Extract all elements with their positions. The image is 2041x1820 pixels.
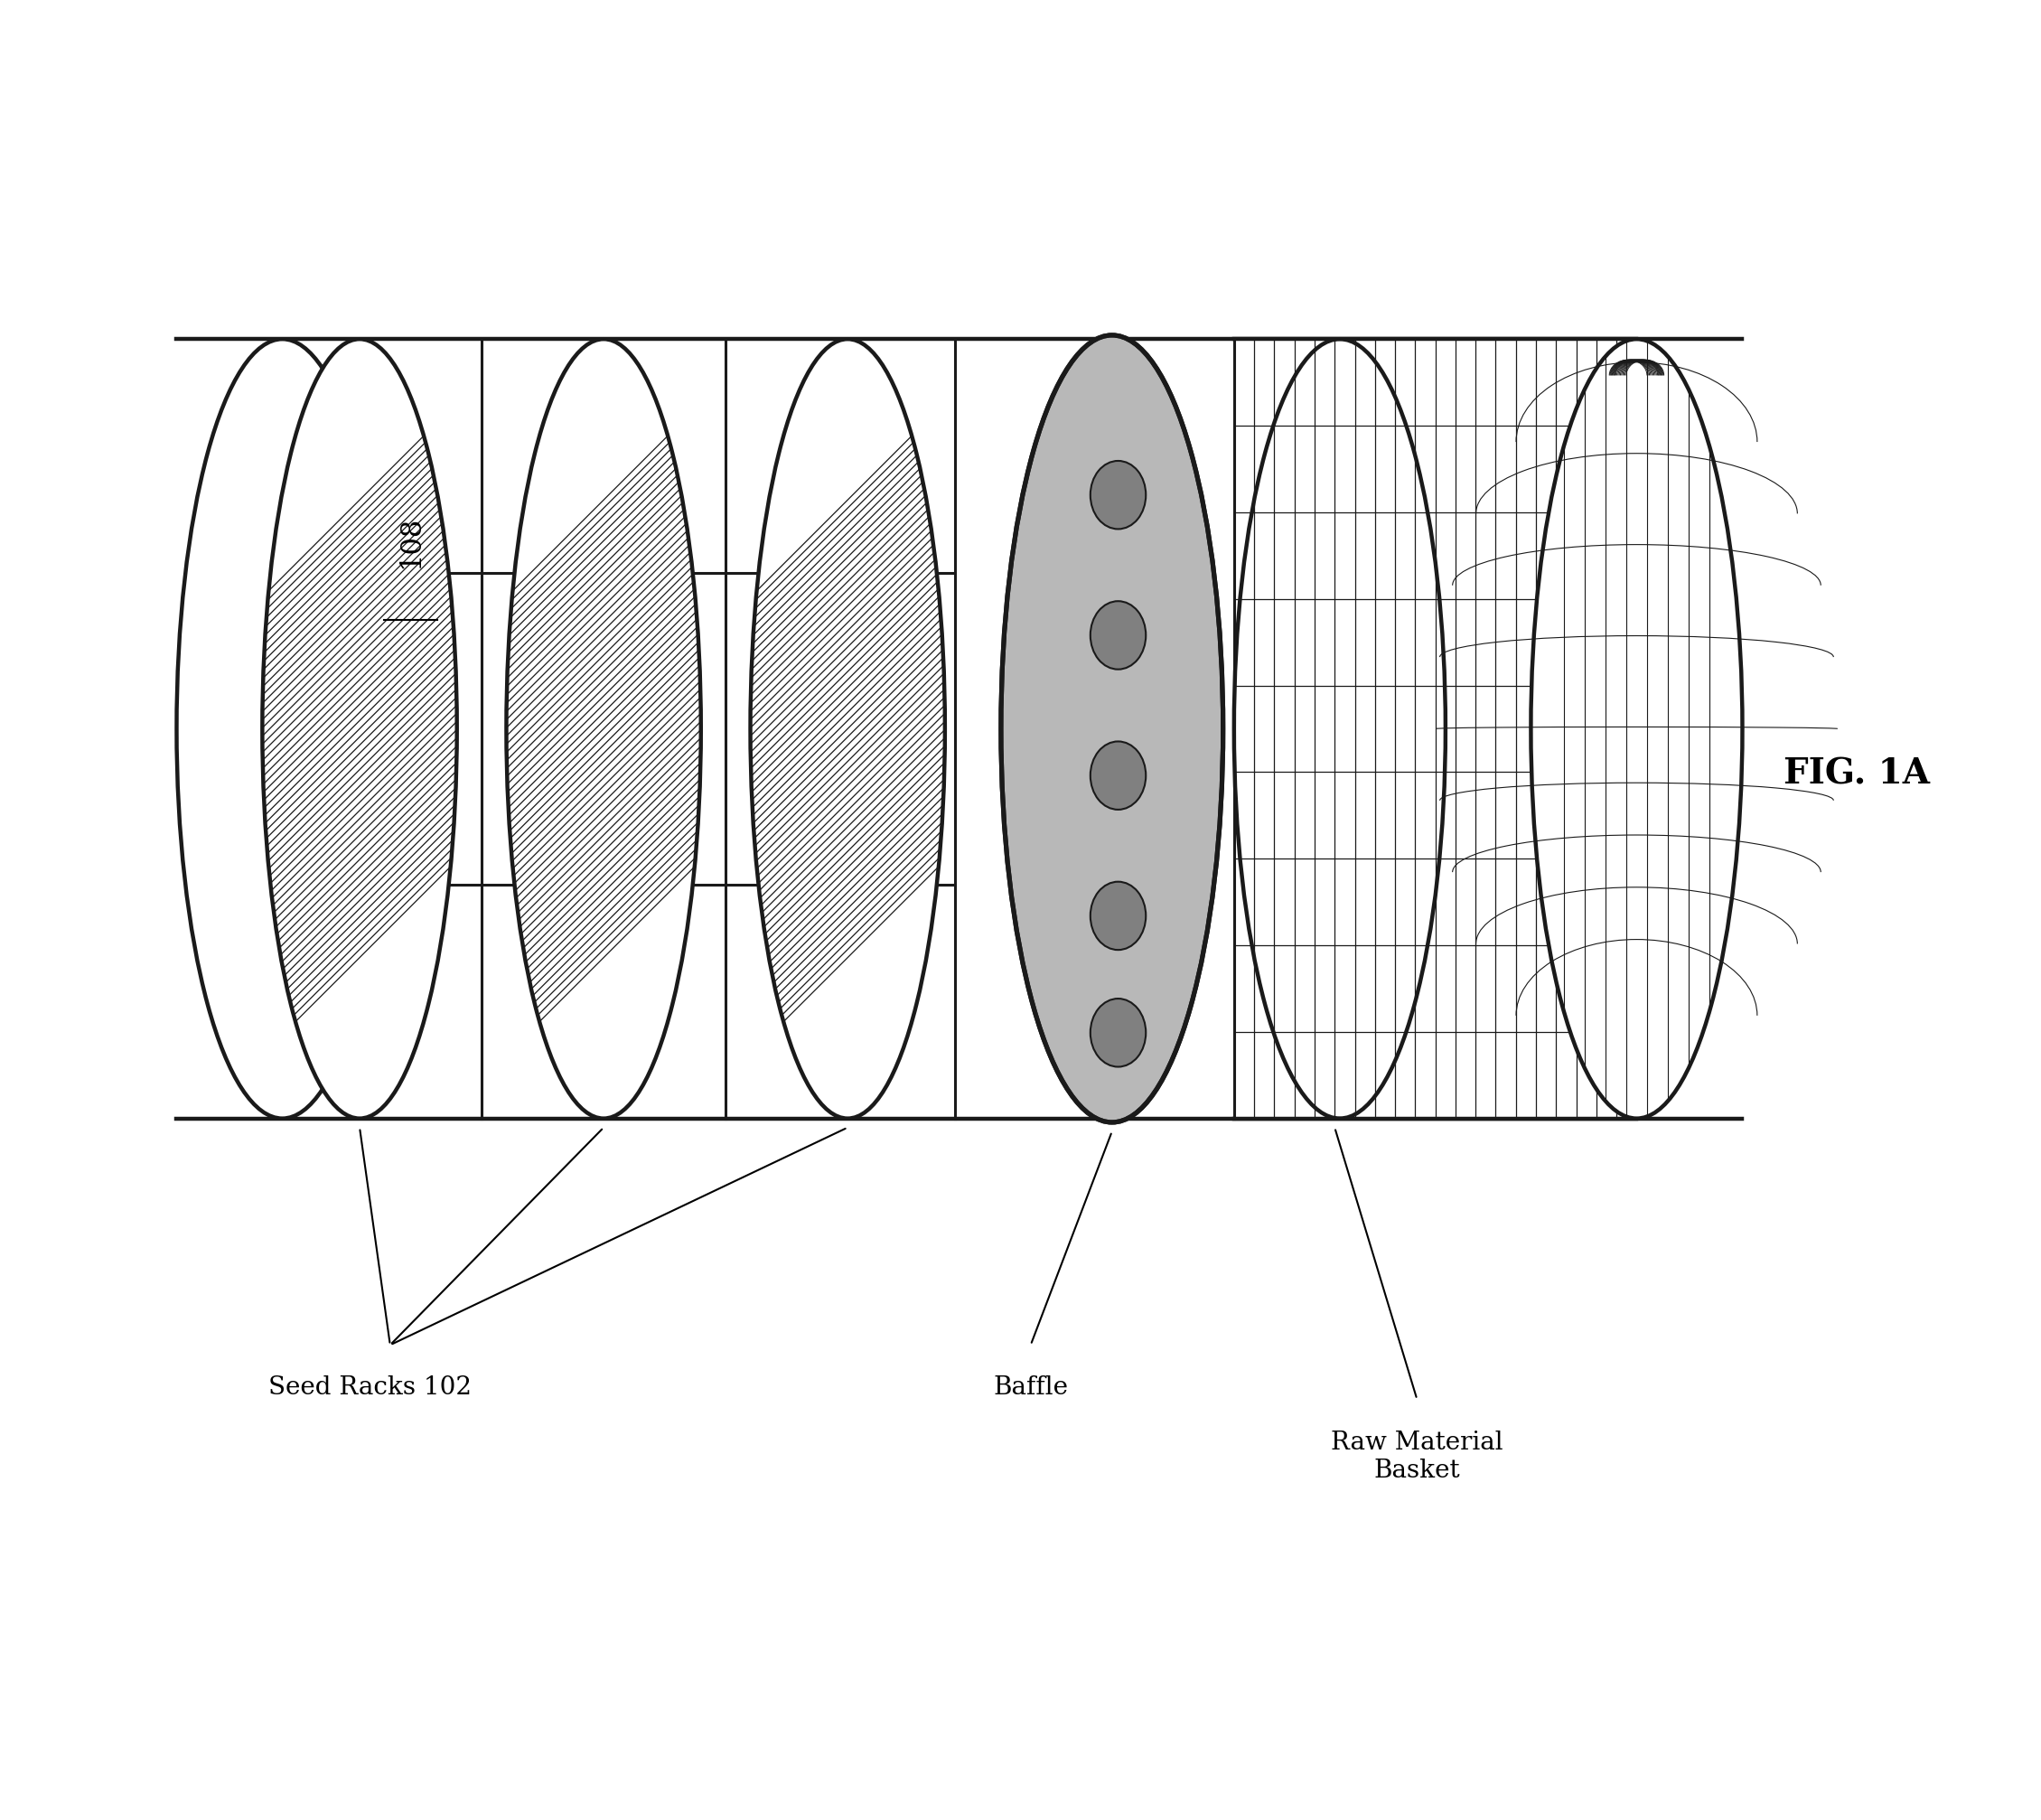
Ellipse shape: [1090, 881, 1145, 950]
FancyBboxPatch shape: [1235, 339, 1637, 1119]
Ellipse shape: [1531, 339, 1743, 1119]
Ellipse shape: [178, 339, 388, 1119]
Ellipse shape: [506, 339, 700, 1119]
Ellipse shape: [1090, 741, 1145, 810]
Text: FIG. 1A: FIG. 1A: [1784, 757, 1929, 792]
Text: Baffle: Baffle: [994, 1376, 1067, 1400]
Ellipse shape: [1000, 335, 1223, 1123]
Text: 108: 108: [396, 515, 425, 568]
Ellipse shape: [1090, 999, 1145, 1067]
Text: Seed Racks 102: Seed Racks 102: [267, 1376, 471, 1400]
Text: Raw Material
Basket: Raw Material Basket: [1331, 1431, 1502, 1483]
Ellipse shape: [263, 339, 457, 1119]
Ellipse shape: [1090, 460, 1145, 530]
Ellipse shape: [751, 339, 945, 1119]
Ellipse shape: [1090, 601, 1145, 670]
